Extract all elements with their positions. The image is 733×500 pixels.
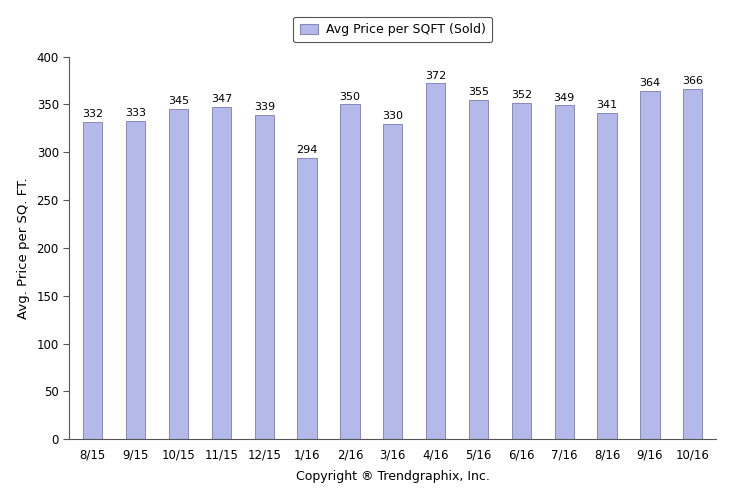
Bar [340,104,360,440]
Text: 355: 355 [468,87,489,97]
Text: 349: 349 [553,92,575,102]
Legend: Avg Price per SQFT (Sold): Avg Price per SQFT (Sold) [293,17,492,42]
Text: 366: 366 [682,76,703,86]
X-axis label: Copyright ® Trendgraphix, Inc.: Copyright ® Trendgraphix, Inc. [296,470,490,484]
Bar [212,108,231,440]
Text: 333: 333 [125,108,146,118]
Text: 345: 345 [168,96,189,106]
Text: 332: 332 [82,109,103,119]
Bar [597,113,616,440]
Text: 330: 330 [383,110,403,120]
Text: 372: 372 [425,70,446,81]
Bar [383,124,402,440]
Bar [640,91,660,440]
Bar [683,89,702,440]
Text: 352: 352 [511,90,532,100]
Bar [555,106,574,440]
Bar [512,102,531,440]
Text: 350: 350 [339,92,361,102]
Bar [254,115,274,440]
Text: 339: 339 [254,102,275,112]
Text: 364: 364 [639,78,660,88]
Bar [298,158,317,440]
Bar [126,120,145,440]
Y-axis label: Avg. Price per SQ. FT.: Avg. Price per SQ. FT. [17,177,29,319]
Bar [169,109,188,440]
Bar [426,84,446,440]
Bar [84,122,103,440]
Text: 294: 294 [296,145,318,155]
Text: 341: 341 [597,100,618,110]
Text: 347: 347 [211,94,232,104]
Bar [469,100,488,439]
